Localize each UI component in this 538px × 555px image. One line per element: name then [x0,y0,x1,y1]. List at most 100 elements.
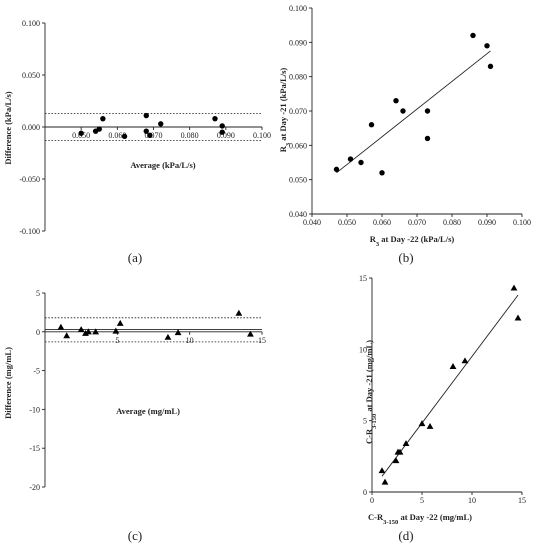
data-point [85,328,92,335]
data-point [400,108,406,114]
data-point [112,327,120,334]
y-tick-label: 0.000 [22,123,40,132]
panel-c-x-ticks: 5 10 15 [115,331,266,345]
data-point [378,467,386,474]
data-point [514,314,522,321]
x-tick-label: 10 [468,496,476,505]
panel-c: 5 10 15 5 0 -5 -10 -15 -20 Average (mg/mL) Diff… [3,289,266,543]
panel-c-x-label: Average (mg/mL) [116,406,180,416]
y-tick-label: 0.040 [289,210,307,219]
panel-d-label: (d) [398,528,413,543]
data-point [96,126,102,132]
data-point [121,133,128,140]
data-point [143,128,149,134]
x-tick-label: 15 [518,496,526,505]
panel-a: 0.050 0.060 0.070 0.080 0.090 0.100 0.100 0.05… [3,19,271,265]
data-point [381,478,389,485]
regression-line [336,50,491,174]
data-point [510,284,518,291]
data-point [164,333,172,340]
data-point [396,448,404,455]
x-tick-label: 0.090 [217,131,235,140]
data-point [449,363,457,370]
panel-d: 0 5 10 15 0 5 10 15 C-R3-150 at Day -22 (mg/mL… [359,274,526,543]
panel-b-x-ticks: 0.040 0.050 0.060 0.070 0.080 0.090 0.100 [303,214,531,227]
x-tick-label: 0.070 [145,131,163,140]
panel-d-x-label: C-R3-150 at Day -22 (mg/mL) [368,512,472,526]
panel-a-y-label: Difference (kPa/L/s) [3,91,13,164]
x-tick-label: 15 [258,336,266,345]
panel-a-marks [44,23,262,231]
data-point [116,319,124,326]
data-point [393,98,399,104]
panel-c-y-ticks: 5 0 -5 -10 -15 -20 [29,289,45,492]
data-point [487,63,494,70]
y-tick-label: 0 [36,328,40,337]
x-tick-label: 0.080 [181,131,199,140]
y-tick-label: 0.050 [289,176,307,185]
x-tick-label: 0.050 [338,218,356,227]
x-tick-label: 5 [420,496,424,505]
data-point [92,328,100,335]
data-point [147,132,153,139]
panel-a-label: (a) [128,250,142,265]
data-point [143,112,149,119]
data-point [212,115,218,122]
y-tick-label: -0.100 [19,227,40,236]
y-tick-label: 0.090 [289,38,307,47]
data-point [219,129,225,135]
panel-a-y-ticks: 0.100 0.050 0.000 -0.050 -0.100 [19,19,45,236]
y-tick-label: 0 [363,488,367,497]
data-point [358,159,364,166]
data-point [82,329,89,336]
y-tick-label: 15 [359,274,367,283]
panel-c-label: (c) [128,528,142,543]
data-point [235,309,243,316]
panel-b-y-ticks: 0.100 0.090 0.080 0.070 0.060 0.050 0.040 [289,4,312,219]
data-point [174,329,182,336]
x-tick-label: 0.080 [443,218,461,227]
y-tick-label: 5 [363,417,367,426]
panel-c-y-label: Difference (mg/mL) [3,347,13,419]
y-tick-label: 0.100 [22,19,40,28]
panel-d-marks [371,278,522,493]
x-tick-label: 0.040 [303,218,321,227]
data-point [392,457,400,464]
data-point [418,420,426,427]
panel-d-y-ticks: 0 5 10 15 [359,274,372,497]
panel-a-x-label: Average (kPa/L/s) [130,160,195,170]
data-point [368,122,375,128]
panel-b: 0.040 0.050 0.060 0.070 0.080 0.090 0.100 0.10… [278,4,531,265]
data-point [470,32,476,39]
data-point [347,156,354,162]
x-tick-label: 0.100 [513,218,531,227]
panel-d-x-ticks: 0 5 10 15 [370,492,526,505]
panel-b-label: (b) [398,250,413,265]
x-tick-label: 0.060 [108,131,126,140]
x-tick-label: 10 [186,336,194,345]
data-point [247,330,254,337]
data-point [158,121,164,127]
data-point [402,440,410,447]
y-tick-label: -5 [33,367,40,376]
data-point [426,422,434,429]
y-tick-label: -0.050 [19,175,40,184]
y-tick-label: 0.070 [289,107,307,116]
y-tick-label: -15 [29,444,40,453]
y-tick-label: 0.100 [289,4,307,13]
data-point [461,357,469,364]
x-tick-label: 5 [115,336,119,345]
x-tick-label: 0.060 [373,218,391,227]
panel-c-marks [44,293,262,487]
y-tick-label: 0.060 [289,141,307,150]
x-tick-label: 0.090 [478,218,496,227]
data-point [219,123,225,129]
panel-b-y-label: R3 at Day -21 (kPa/L/s) [278,68,292,153]
x-tick-label: 0.070 [408,218,426,227]
y-tick-label: 0.050 [22,71,40,80]
y-tick-label: 5 [36,289,40,298]
x-tick-label: 0.100 [253,131,271,140]
regression-line [381,294,519,477]
